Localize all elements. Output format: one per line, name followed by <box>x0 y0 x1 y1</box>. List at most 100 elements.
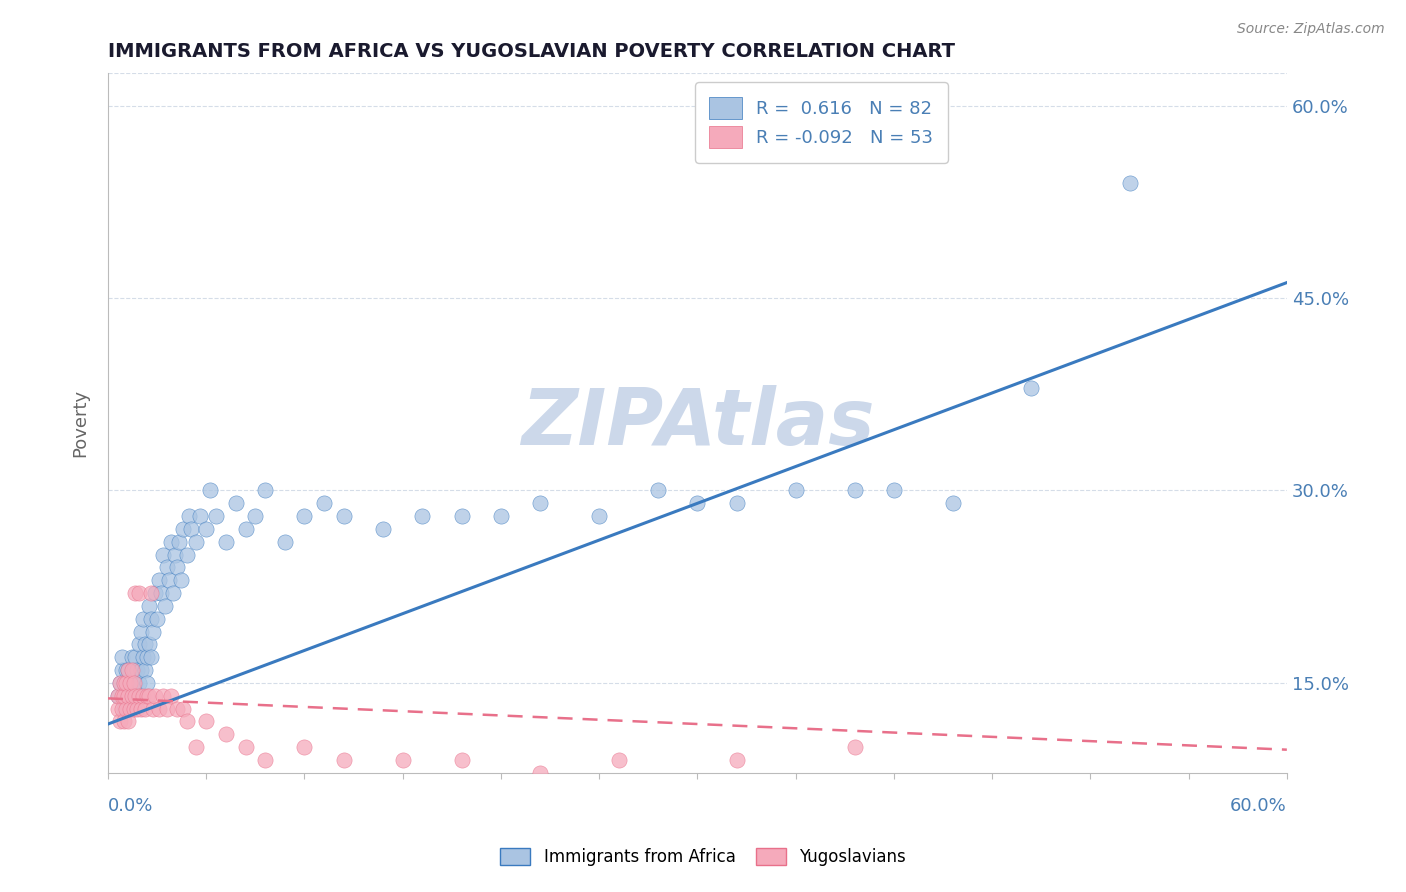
Point <box>156 560 179 574</box>
Point <box>844 483 866 498</box>
Point <box>132 689 155 703</box>
Point <box>111 650 134 665</box>
Point <box>294 740 316 755</box>
Point <box>138 689 160 703</box>
Point <box>128 689 150 703</box>
Point <box>166 701 188 715</box>
Point <box>134 701 156 715</box>
Point <box>122 701 145 715</box>
Point <box>136 676 159 690</box>
Point <box>132 612 155 626</box>
Point <box>124 586 146 600</box>
Point <box>176 714 198 729</box>
Point <box>529 496 551 510</box>
Text: 60.0%: 60.0% <box>1230 797 1286 815</box>
Point <box>112 701 135 715</box>
Point <box>114 701 136 715</box>
Point <box>167 534 190 549</box>
Point <box>254 753 277 767</box>
Point <box>172 522 194 536</box>
Point <box>136 689 159 703</box>
Point <box>141 586 163 600</box>
Point <box>118 676 141 690</box>
Point <box>156 701 179 715</box>
Y-axis label: Poverty: Poverty <box>72 389 89 458</box>
Point <box>117 689 139 703</box>
Point <box>128 637 150 651</box>
Point <box>170 574 193 588</box>
Point <box>152 689 174 703</box>
Point <box>111 663 134 677</box>
Point <box>294 509 316 524</box>
Point <box>107 701 129 715</box>
Point <box>686 496 709 510</box>
Point <box>450 753 472 767</box>
Point <box>148 574 170 588</box>
Point <box>138 637 160 651</box>
Point <box>117 663 139 677</box>
Point <box>186 740 208 755</box>
Point <box>176 548 198 562</box>
Point <box>131 701 153 715</box>
Point <box>166 560 188 574</box>
Point <box>122 676 145 690</box>
Point <box>112 714 135 729</box>
Point <box>150 586 173 600</box>
Point <box>117 714 139 729</box>
Point <box>205 509 228 524</box>
Point <box>121 663 143 677</box>
Point <box>142 701 165 715</box>
Point <box>785 483 807 498</box>
Legend: Immigrants from Africa, Yugoslavians: Immigrants from Africa, Yugoslavians <box>492 840 914 875</box>
Point <box>131 663 153 677</box>
Point <box>489 509 512 524</box>
Point <box>121 689 143 703</box>
Point <box>332 753 354 767</box>
Point <box>195 714 218 729</box>
Point <box>141 650 163 665</box>
Point <box>332 509 354 524</box>
Point <box>371 522 394 536</box>
Point <box>188 509 211 524</box>
Point <box>195 522 218 536</box>
Point <box>112 689 135 703</box>
Point <box>117 689 139 703</box>
Point <box>172 701 194 715</box>
Point <box>121 689 143 703</box>
Point <box>254 483 277 498</box>
Point <box>108 676 131 690</box>
Point <box>163 548 186 562</box>
Point <box>160 689 183 703</box>
Point <box>148 701 170 715</box>
Point <box>108 714 131 729</box>
Point <box>107 689 129 703</box>
Point <box>157 574 180 588</box>
Point <box>162 586 184 600</box>
Point <box>177 509 200 524</box>
Point <box>114 663 136 677</box>
Point <box>141 612 163 626</box>
Point <box>1118 176 1140 190</box>
Point <box>725 496 748 510</box>
Point <box>121 650 143 665</box>
Text: ZIPAtlas: ZIPAtlas <box>520 385 875 461</box>
Point <box>118 701 141 715</box>
Point <box>179 522 201 536</box>
Point <box>529 765 551 780</box>
Point <box>124 689 146 703</box>
Point <box>111 701 134 715</box>
Point <box>114 689 136 703</box>
Point <box>136 650 159 665</box>
Point <box>132 650 155 665</box>
Point <box>160 534 183 549</box>
Point <box>112 676 135 690</box>
Point <box>588 509 610 524</box>
Text: Source: ZipAtlas.com: Source: ZipAtlas.com <box>1237 22 1385 37</box>
Legend: R =  0.616   N = 82, R = -0.092   N = 53: R = 0.616 N = 82, R = -0.092 N = 53 <box>695 82 948 162</box>
Point <box>128 586 150 600</box>
Point <box>607 753 630 767</box>
Text: 0.0%: 0.0% <box>108 797 153 815</box>
Point <box>215 727 238 741</box>
Point <box>152 548 174 562</box>
Point <box>124 676 146 690</box>
